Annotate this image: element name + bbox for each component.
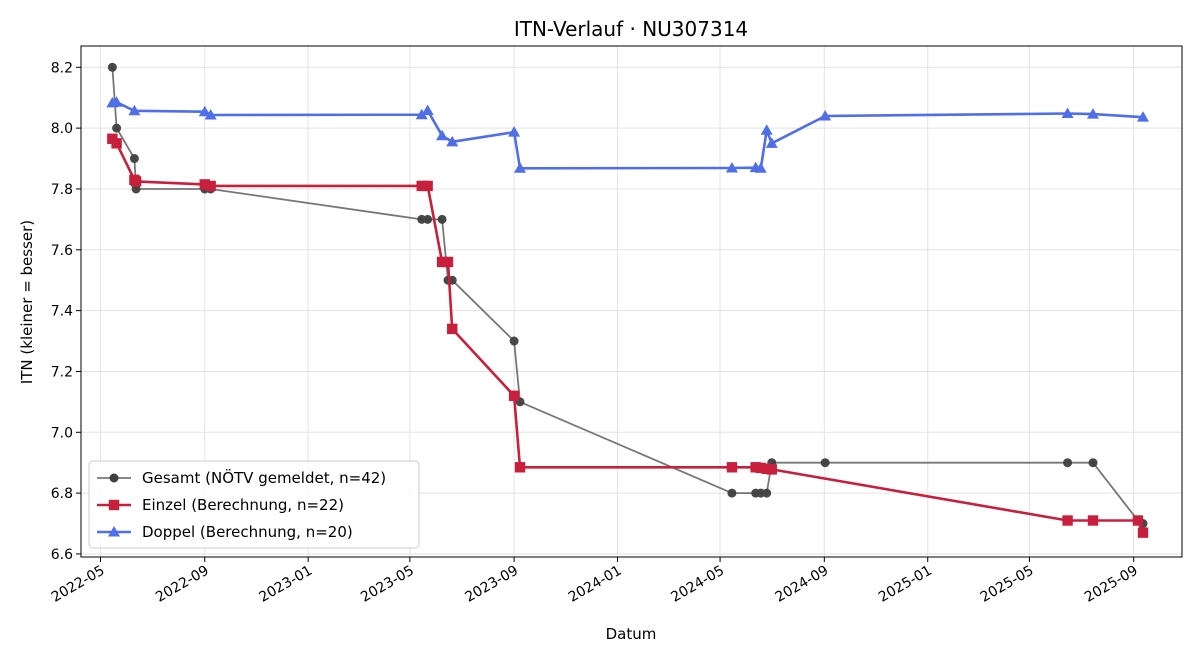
legend-marker-triangle xyxy=(108,526,120,537)
y-tick-label: 6.6 xyxy=(51,547,73,563)
data-point-circle xyxy=(762,488,772,498)
data-point-triangle xyxy=(415,108,428,120)
data-point-square xyxy=(508,390,520,401)
data-point-circle xyxy=(1088,458,1098,468)
data-point-triangle xyxy=(765,137,778,148)
data-point-square xyxy=(447,323,458,335)
y-tick-label: 6.8 xyxy=(51,486,73,502)
x-tick-label: 2025-01 xyxy=(876,563,935,606)
data-point-triangle xyxy=(110,96,123,107)
y-tick-label: 7.6 xyxy=(51,243,73,259)
y-tick-label: 8.0 xyxy=(51,121,73,137)
data-point-square xyxy=(422,180,433,192)
plot-frame xyxy=(80,45,1183,558)
data-point-triangle xyxy=(436,129,449,141)
x-tick-label: 2023-01 xyxy=(256,563,315,606)
series-1 xyxy=(107,133,1149,538)
data-point-square xyxy=(205,180,216,192)
legend-box xyxy=(88,460,420,549)
data-point-square xyxy=(416,180,427,192)
data-point-square xyxy=(1132,515,1144,526)
series-line-square xyxy=(111,137,1145,534)
data-point-square xyxy=(726,462,738,473)
data-point-triangle xyxy=(725,161,738,173)
data-point-circle xyxy=(509,336,519,346)
x-tick-label: 2024-05 xyxy=(668,563,727,606)
data-point-triangle xyxy=(760,124,773,135)
data-point-square xyxy=(436,256,448,268)
legend-marker-square xyxy=(108,499,120,511)
x-tick-label: 2023-05 xyxy=(358,563,417,606)
data-point-circle xyxy=(820,458,830,468)
data-point-square xyxy=(755,462,766,474)
data-point-circle xyxy=(437,214,447,224)
y-tick-label: 7.0 xyxy=(51,425,73,441)
x-tick-label: 2022-05 xyxy=(49,563,108,606)
data-point-triangle xyxy=(1087,108,1100,119)
legend: Gesamt (NÖTV gemeldet, n=42) Einzel (Bere… xyxy=(88,460,420,549)
y-tick-label: 8.2 xyxy=(51,60,73,76)
data-point-triangle xyxy=(514,162,527,173)
data-point-triangle xyxy=(421,104,434,115)
series-markers xyxy=(106,96,1150,173)
data-point-circle xyxy=(112,123,122,133)
data-point-triangle xyxy=(1061,107,1074,119)
legend-label: Einzel (Berechnung, n=22) xyxy=(142,496,344,514)
x-tick-label: 2025-09 xyxy=(1082,563,1141,606)
series-markers xyxy=(107,62,1148,529)
x-tick-label: 2023-09 xyxy=(462,563,521,606)
data-point-square xyxy=(199,179,210,190)
y-tick-label: 7.4 xyxy=(51,304,73,320)
x-tick-label: 2025-05 xyxy=(978,563,1037,606)
data-point-triangle xyxy=(128,104,141,116)
data-point-triangle xyxy=(198,105,211,117)
data-point-square xyxy=(1062,515,1073,526)
data-point-circle xyxy=(727,488,737,498)
legend-marker-circle xyxy=(109,473,119,483)
chart-title: ITN-Verlauf · NU307314 xyxy=(514,17,748,41)
data-point-circle xyxy=(423,214,433,224)
series-0 xyxy=(107,62,1148,529)
data-point-triangle xyxy=(819,109,832,121)
data-point-triangle xyxy=(204,109,217,120)
data-point-square xyxy=(442,256,454,268)
data-point-circle xyxy=(107,62,117,72)
y-tick-label: 7.8 xyxy=(51,182,73,198)
data-point-circle xyxy=(131,184,141,194)
x-axis-label: Datum xyxy=(606,625,657,643)
data-point-triangle xyxy=(754,162,767,173)
data-point-square xyxy=(766,464,777,475)
data-point-square xyxy=(111,138,122,149)
data-point-square xyxy=(1137,527,1149,538)
series-line-circle xyxy=(111,67,1144,525)
data-point-circle xyxy=(129,154,139,164)
data-point-square xyxy=(1087,515,1099,526)
data-point-square xyxy=(514,462,526,473)
series-layer xyxy=(106,62,1150,538)
legend-label: Doppel (Berechnung, n=20) xyxy=(142,523,353,541)
y-axis-label: ITN (kleiner = besser) xyxy=(18,220,36,384)
y-tick-label: 7.2 xyxy=(51,364,73,380)
x-tick-label: 2024-01 xyxy=(566,563,625,606)
data-point-triangle xyxy=(446,135,459,147)
x-tick-label: 2024-09 xyxy=(773,563,832,606)
series-markers xyxy=(107,133,1149,538)
series-line-triangle xyxy=(112,101,1144,170)
series-2 xyxy=(106,96,1150,173)
grid-layer xyxy=(81,46,1182,557)
x-tick-label: 2022-09 xyxy=(153,563,212,606)
data-point-circle xyxy=(1063,458,1073,468)
data-point-square xyxy=(130,176,142,187)
legend-label: Gesamt (NÖTV gemeldet, n=42) xyxy=(142,468,386,487)
data-point-triangle xyxy=(1137,111,1150,122)
data-point-triangle xyxy=(508,126,521,137)
